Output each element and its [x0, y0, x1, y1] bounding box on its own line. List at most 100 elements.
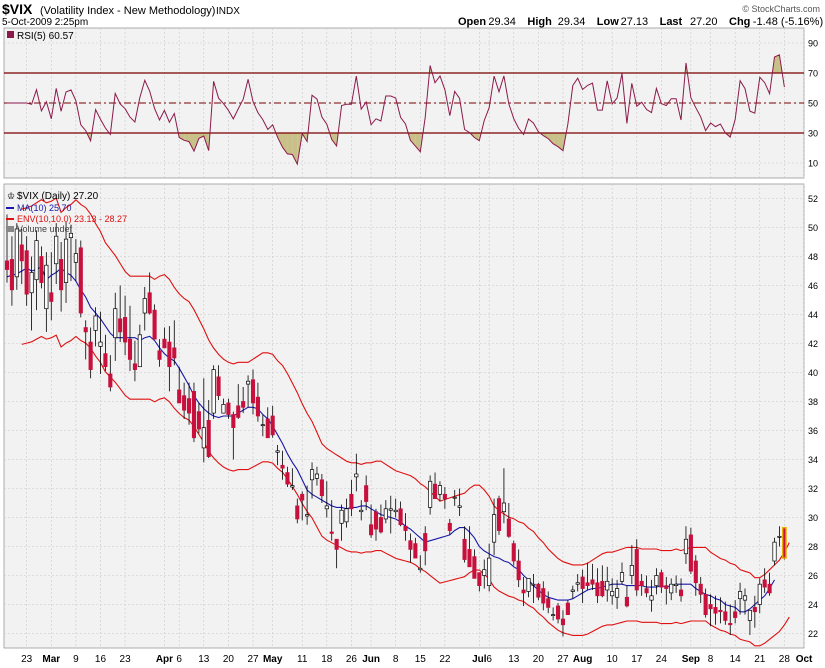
candle-body	[496, 498, 502, 531]
ma-legend: MA(10) 25.70	[17, 203, 72, 213]
candle-body	[255, 396, 260, 417]
candle	[669, 578, 674, 601]
watermark: © StockCharts.com	[742, 4, 820, 14]
candle-body	[757, 583, 762, 605]
candle-body	[664, 585, 669, 589]
candle	[226, 398, 231, 419]
candle	[649, 579, 654, 612]
candle	[654, 568, 659, 595]
candle-body	[246, 380, 251, 385]
candle	[270, 405, 275, 438]
candle-body	[555, 605, 561, 620]
candle	[172, 320, 177, 366]
candle	[186, 382, 192, 425]
candle	[678, 578, 684, 602]
candle-body	[413, 543, 418, 559]
candle	[767, 572, 772, 596]
candle-body	[634, 549, 639, 591]
candle	[275, 445, 280, 466]
candle	[624, 585, 629, 608]
candle	[167, 326, 172, 392]
rsi-tick-label: 30	[808, 129, 818, 139]
candle	[44, 252, 49, 332]
candle	[250, 369, 256, 415]
date-tick-label: 20	[223, 654, 235, 665]
date-tick-label: 21	[754, 654, 766, 665]
candle-body	[290, 485, 295, 488]
candle	[177, 366, 182, 404]
candle-body	[703, 593, 708, 615]
candle-body	[118, 318, 123, 333]
candle	[418, 555, 423, 573]
price-grid	[4, 184, 805, 648]
candle	[723, 601, 728, 625]
candle-body	[570, 589, 575, 592]
candle-body	[442, 493, 447, 499]
candle-body	[285, 472, 290, 485]
price-tick-label: 48	[808, 252, 818, 262]
quote-value: 29.34	[558, 16, 586, 28]
candle	[580, 569, 585, 604]
candle	[364, 475, 369, 511]
candle	[241, 387, 246, 414]
candle	[231, 411, 236, 460]
candle	[324, 481, 329, 518]
candle	[536, 582, 541, 601]
candle	[467, 526, 472, 568]
candle-body	[600, 580, 605, 597]
candle-body	[364, 485, 369, 502]
candle-body	[516, 560, 521, 581]
quote-label: Low	[597, 16, 619, 28]
rsi-fill-segment	[548, 133, 554, 144]
candle-body	[472, 556, 477, 579]
candle	[781, 526, 787, 560]
rsi-axis-ticks: 90 70 50 30 10	[808, 39, 818, 169]
candle-body	[280, 464, 285, 469]
candle-body	[713, 607, 718, 614]
candle	[98, 311, 103, 374]
price-tick-label: 34	[808, 455, 818, 465]
symbol-description: (Volatility Index - New Methodology)	[40, 5, 215, 17]
candle	[610, 578, 615, 605]
candle	[629, 545, 634, 585]
candle	[49, 252, 54, 321]
quote-value: 27.13	[621, 16, 649, 28]
candle	[575, 574, 580, 592]
candle	[718, 597, 723, 624]
candle-body	[88, 341, 93, 370]
candle-body	[506, 518, 511, 537]
candle-body	[551, 614, 556, 617]
price-tick-label: 30	[808, 513, 818, 523]
candle-body	[733, 611, 738, 618]
candle	[236, 384, 241, 419]
date-tick-label: 22	[439, 654, 451, 665]
date-tick-label: 9	[73, 654, 79, 665]
date-tick-label: 23	[21, 654, 33, 665]
candle-body	[34, 240, 39, 281]
candle	[762, 568, 767, 593]
price-tick-label: 22	[808, 629, 818, 639]
candle	[344, 498, 349, 528]
candle	[496, 495, 502, 535]
candle	[555, 603, 561, 624]
candle-body	[742, 595, 748, 601]
candle-body	[319, 479, 324, 497]
candle-body	[314, 473, 320, 479]
date-axis-ticks: 23 Mar 9 16 23 Apr 6 13 20 27 May 11 18 26 Jun 8 15 22 Jul…	[21, 654, 813, 665]
candle-body	[452, 496, 457, 499]
candle	[305, 485, 310, 525]
candle-body	[127, 338, 133, 360]
quote-label: High	[527, 16, 552, 28]
date-tick-label: Mar	[42, 654, 60, 665]
candle	[398, 501, 403, 527]
candle-body	[182, 395, 187, 411]
rsi-legend: RSI(5) 60.57	[17, 31, 74, 42]
candle-body	[565, 602, 570, 615]
rsi-fill-segment	[558, 133, 563, 151]
candle-body	[521, 589, 526, 594]
candle	[216, 365, 221, 401]
rsi-fill-segment	[179, 133, 185, 141]
candle	[354, 453, 359, 492]
rsi-fill-segment	[543, 133, 549, 139]
quote-label: Open	[458, 16, 486, 28]
